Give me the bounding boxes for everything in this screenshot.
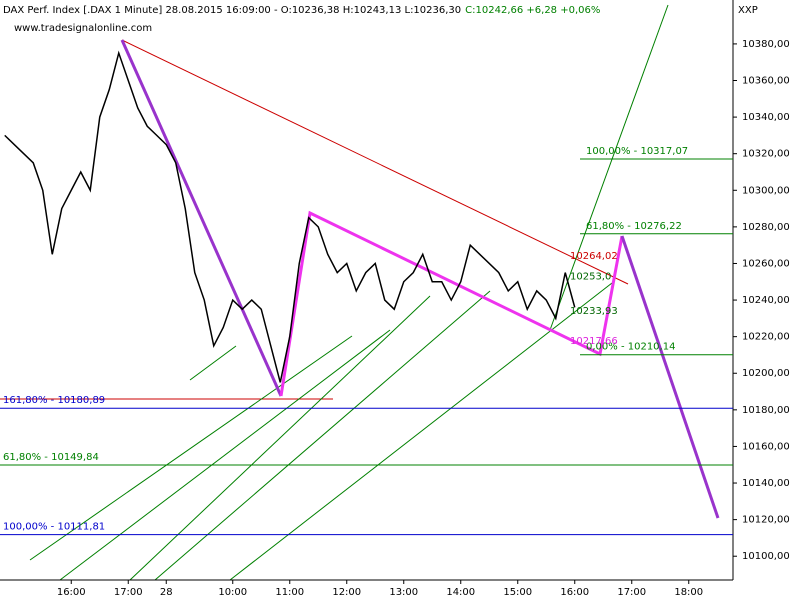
y-tick-label: 10160,00 — [742, 441, 790, 452]
wave-line — [279, 210, 624, 397]
x-tick-label: 13:00 — [389, 587, 418, 598]
y-tick-label: 10120,00 — [742, 515, 790, 526]
channel-line — [59, 329, 391, 581]
x-tick-label: 15:00 — [503, 587, 532, 598]
source: www.tradesignalonline.com — [14, 23, 152, 34]
x-tick-label: 12:00 — [332, 587, 361, 598]
fib-label: 0,00% - 10210,14 — [586, 342, 675, 353]
x-tick-label: 14:00 — [446, 587, 475, 598]
price-label: 10217,66 — [570, 336, 618, 347]
y-tick-label: 10240,00 — [742, 295, 790, 306]
price-label: 10253,0 — [570, 271, 611, 282]
wave-line — [120, 39, 283, 397]
x-tick-label: 11:00 — [275, 587, 304, 598]
y-tick-label: 10300,00 — [742, 185, 790, 196]
y-tick-label: 10340,00 — [742, 112, 790, 123]
projection-line — [549, 4, 669, 331]
price-line — [4, 50, 576, 383]
channel-line — [29, 335, 353, 561]
x-tick-label: 16:00 — [57, 587, 86, 598]
chart-title: DAX Perf. Index [.DAX 1 Minute] 28.08.20… — [3, 5, 461, 16]
price-label: 10264,02 — [570, 251, 618, 262]
fib-label: 161,80% - 10180,89 — [3, 395, 105, 406]
x-tick-label: 17:00 — [617, 587, 646, 598]
y-tick-label: 10260,00 — [742, 258, 790, 269]
price-label: 10233,93 — [570, 306, 618, 317]
channel-line — [154, 290, 491, 581]
y-tick-label: 10220,00 — [742, 332, 790, 343]
x-tick-label: 16:00 — [560, 587, 589, 598]
channel-line — [129, 295, 431, 581]
axis-name: XXP — [738, 5, 758, 16]
fib-label: 61,80% - 10149,84 — [3, 452, 99, 463]
y-tick-label: 10320,00 — [742, 149, 790, 160]
fib-label: 100,00% - 10111,81 — [3, 522, 105, 533]
channel-line — [189, 345, 237, 381]
y-tick-label: 10100,00 — [742, 551, 790, 562]
x-tick-label: 10:00 — [218, 587, 247, 598]
chart-subtitle: C:10242,66 +6,28 +0,06% — [465, 5, 600, 16]
y-tick-label: 10180,00 — [742, 405, 790, 416]
y-tick-label: 10280,00 — [742, 222, 790, 233]
fib-label: 61,80% - 10276,22 — [586, 221, 682, 232]
y-tick-label: 10200,00 — [742, 368, 790, 379]
channel-line — [229, 282, 613, 581]
x-tick-label: 18:00 — [674, 587, 703, 598]
fib-label: 100,00% - 10317,07 — [586, 146, 688, 157]
y-tick-label: 10380,00 — [742, 39, 790, 50]
y-tick-label: 10140,00 — [742, 478, 790, 489]
wave-line — [620, 235, 720, 519]
x-tick-label: 28 — [160, 587, 173, 598]
drawings — [0, 4, 720, 581]
y-tick-label: 10360,00 — [742, 76, 790, 87]
trend-line — [121, 39, 629, 285]
x-tick-label: 17:00 — [114, 587, 143, 598]
